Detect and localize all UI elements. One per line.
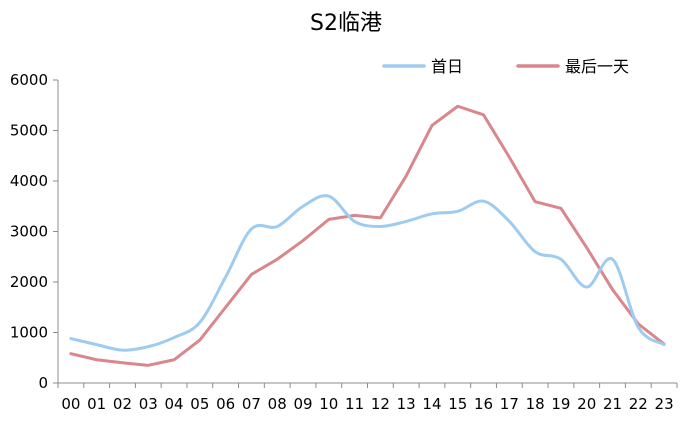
series-line bbox=[69, 104, 666, 367]
x-tick-label: 03 bbox=[139, 395, 158, 413]
y-tick-label: 1000 bbox=[10, 324, 48, 342]
x-tick-label: 20 bbox=[577, 395, 596, 413]
x-tick-label: 15 bbox=[448, 395, 467, 413]
x-tick-label: 19 bbox=[551, 395, 570, 413]
x-tick-label: 23 bbox=[655, 395, 674, 413]
x-tick-label: 09 bbox=[293, 395, 312, 413]
axes: 0 1000 2000 3000 4000 5000 6000 00 01 02 03 04 05 06 0… bbox=[10, 71, 678, 413]
x-tick-label: 11 bbox=[345, 395, 364, 413]
x-tick-label: 00 bbox=[61, 395, 80, 413]
y-tick-label: 4000 bbox=[10, 172, 48, 190]
x-tick-label: 12 bbox=[371, 395, 390, 413]
y-tick-label: 0 bbox=[38, 374, 48, 392]
x-tick-label: 21 bbox=[603, 395, 622, 413]
x-tick-label: 10 bbox=[319, 395, 338, 413]
legend: 首日 最后一天 bbox=[382, 57, 629, 76]
x-tick-label: 18 bbox=[526, 395, 545, 413]
x-tick-label: 13 bbox=[397, 395, 416, 413]
x-tick-label: 02 bbox=[113, 395, 132, 413]
legend-label: 最后一天 bbox=[565, 57, 629, 76]
x-tick-label: 07 bbox=[242, 395, 261, 413]
y-tick-label: 2000 bbox=[10, 273, 48, 291]
y-tick-label: 3000 bbox=[10, 223, 48, 241]
x-tick-label: 16 bbox=[474, 395, 493, 413]
series-line bbox=[69, 194, 666, 352]
x-tick-label: 06 bbox=[216, 395, 235, 413]
legend-label: 首日 bbox=[431, 57, 463, 76]
x-tick-label: 04 bbox=[165, 395, 184, 413]
x-tick-label: 14 bbox=[422, 395, 441, 413]
x-tick-label: 17 bbox=[500, 395, 519, 413]
x-tick-label: 01 bbox=[87, 395, 106, 413]
y-tick-label: 6000 bbox=[10, 71, 48, 89]
series-layer bbox=[69, 104, 666, 367]
chart-title: S2临港 bbox=[310, 11, 382, 36]
y-tick-label: 5000 bbox=[10, 122, 48, 140]
x-tick-label: 05 bbox=[190, 395, 209, 413]
x-tick-label: 22 bbox=[629, 395, 648, 413]
x-tick-label: 08 bbox=[268, 395, 287, 413]
